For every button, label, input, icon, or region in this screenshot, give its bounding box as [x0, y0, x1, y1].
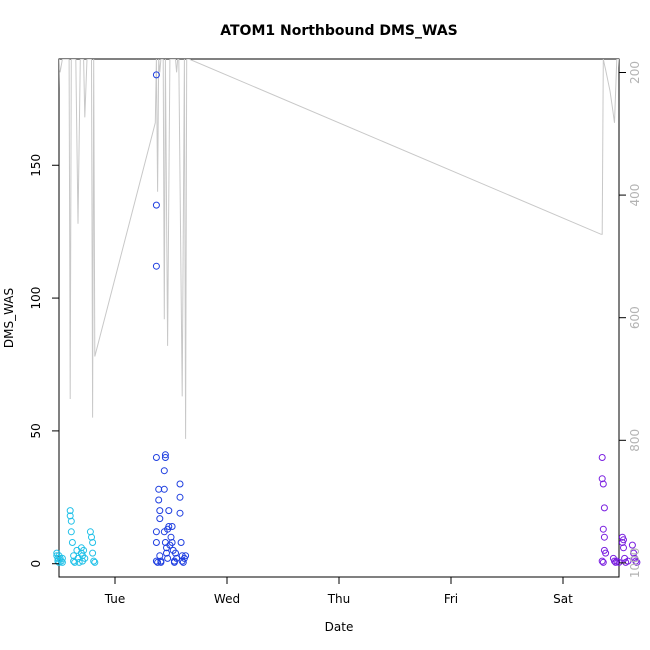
data-point — [160, 467, 168, 475]
right-y-axis: 200 400 600 800 1000 — [619, 61, 642, 578]
data-point — [67, 517, 75, 525]
data-point — [161, 451, 169, 459]
plot-frame — [58, 58, 620, 578]
right-y-tick-label: 200 — [628, 61, 642, 84]
data-point — [599, 525, 607, 533]
data-point — [599, 558, 607, 566]
x-tick-label: Tue — [104, 592, 126, 606]
data-point — [170, 558, 178, 566]
data-point — [155, 496, 163, 504]
y-tick-label: 50 — [29, 423, 43, 438]
data-point — [176, 480, 184, 488]
right-y-tick-label: 400 — [628, 184, 642, 207]
x-tick-label: Thu — [327, 592, 351, 606]
data-point — [152, 557, 160, 565]
data-point — [600, 504, 608, 512]
data-point — [163, 549, 170, 557]
data-point — [628, 541, 636, 549]
data-point — [66, 512, 74, 520]
data-point — [164, 554, 172, 562]
x-tick-label: Sat — [553, 592, 573, 606]
y-tick-label: 100 — [29, 287, 43, 310]
data-point — [602, 549, 610, 557]
data-point — [615, 558, 623, 566]
data-point — [157, 557, 165, 565]
right-y-tick-label: 600 — [628, 306, 642, 329]
chart-title: ATOM1 Northbound DMS_WAS — [220, 23, 457, 39]
data-point — [600, 533, 608, 541]
data-point — [179, 558, 187, 566]
data-point — [90, 557, 98, 565]
data-point — [167, 533, 175, 541]
data-point — [598, 475, 606, 483]
data-point — [75, 558, 83, 566]
data-point — [172, 549, 179, 557]
x-axis: Tue Wed Thu Fri Sat — [104, 577, 573, 606]
data-point — [152, 201, 160, 209]
data-point — [80, 546, 88, 554]
data-point — [598, 557, 606, 565]
y-tick-label: 150 — [29, 154, 43, 177]
data-point — [156, 507, 164, 515]
right-y-tick-label: 1000 — [628, 548, 642, 579]
y-axis-label: DMS_WAS — [2, 288, 16, 348]
data-point — [633, 558, 641, 566]
data-point — [611, 557, 618, 565]
data-point — [620, 536, 627, 544]
data-point — [156, 515, 164, 523]
data-point — [176, 493, 184, 501]
data-point — [177, 539, 185, 546]
data-point — [154, 558, 162, 566]
data-point — [182, 552, 190, 560]
data-point — [630, 549, 638, 557]
y-tick-label: 0 — [29, 560, 43, 568]
data-point — [168, 539, 176, 546]
x-tick-label: Wed — [214, 592, 240, 606]
data-point — [168, 523, 176, 530]
secondary-line-layer — [59, 59, 619, 439]
data-point — [81, 554, 89, 562]
right-y-tick-label: 800 — [628, 429, 642, 452]
data-point — [165, 507, 173, 515]
data-point — [73, 546, 81, 554]
data-point — [58, 554, 66, 562]
data-point — [598, 454, 606, 461]
data-point — [612, 558, 620, 566]
data-point — [599, 480, 607, 488]
data-point — [88, 533, 95, 541]
x-tick-label: Fri — [444, 592, 458, 606]
data-point — [176, 509, 184, 517]
data-point — [152, 539, 160, 546]
data-point — [89, 549, 97, 557]
data-point — [68, 539, 76, 546]
data-point — [91, 558, 99, 566]
data-point — [165, 523, 173, 530]
x-axis-label: Date — [325, 620, 354, 634]
data-point — [67, 528, 75, 536]
data-point — [160, 485, 168, 493]
data-point — [632, 557, 640, 565]
y-axis: 0 50 100 150 — [29, 154, 59, 568]
data-point — [152, 454, 160, 461]
data-point — [161, 454, 169, 461]
data-point — [620, 544, 627, 552]
secondary-series-line — [59, 59, 619, 439]
data-point — [173, 554, 181, 562]
points-layer — [53, 71, 641, 566]
data-point — [152, 528, 160, 536]
data-point — [624, 557, 632, 565]
data-point — [58, 558, 66, 566]
data-point — [89, 539, 97, 546]
data-point — [152, 262, 160, 270]
data-point — [152, 71, 160, 79]
data-point — [66, 507, 74, 515]
